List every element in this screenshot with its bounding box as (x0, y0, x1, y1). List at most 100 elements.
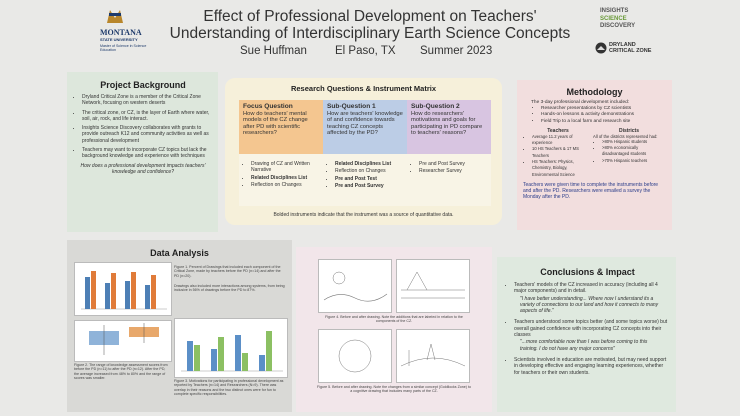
bullet: HS Teachers: Physics, Chemistry, Biology… (532, 159, 593, 178)
drawing (396, 259, 470, 313)
logo-program: Master of Science in Science Education (100, 44, 147, 52)
text: All of the districts represented had: (593, 133, 658, 139)
bullet: Teachers may want to incorporate CZ topi… (82, 147, 213, 160)
bullet: >80% Hispanic students (602, 139, 665, 145)
subheading: Districts (618, 127, 639, 134)
sketch (323, 271, 388, 302)
logo: MONTANA STATE UNIVERSITY Master of Scien… (100, 8, 162, 52)
date: Summer 2023 (420, 45, 493, 57)
chart-image (81, 271, 167, 310)
bullet: Average 11.2 years of experience (532, 134, 593, 147)
logo-name: MONTANA (100, 28, 142, 37)
panel-title: Methodology (566, 87, 623, 97)
background-panel: Project Background Dryland Critical Zone… (67, 72, 218, 232)
title: Effect of Professional Development on Te… (160, 8, 580, 42)
research-panel: Research Questions & Instrument Matrix F… (225, 78, 502, 225)
question-cell: Sub-Question 2 How do researchers' motiva… (407, 100, 491, 154)
figure (74, 262, 172, 316)
sketch (401, 271, 465, 299)
bullet: >70% Hispanic teachers (602, 158, 665, 164)
subheading: Teachers (547, 127, 569, 134)
conclusion-text: Teachers' models of the CZ increased in … (514, 282, 658, 295)
bullet: Hands-on lessons & activity demonstratio… (541, 112, 666, 118)
panel-title: Conclusions & Impact (540, 267, 635, 277)
quote: "I have better understanding... Where no… (520, 295, 659, 315)
guiding-question: How does a professional development impa… (80, 162, 206, 175)
partner-text: DRYLAND CRITICAL ZONE (609, 42, 652, 54)
methodology-panel: Methodology The 3-day professional devel… (517, 80, 672, 230)
districts: Districts All of the districts represent… (593, 128, 665, 178)
quote: "...more comfortable now than I was befo… (520, 339, 648, 352)
column-heading: Sub-Question 1 (327, 103, 376, 110)
instrument: Pre and Post Survey (335, 183, 403, 189)
instrument: Pre and Post Survey (419, 161, 487, 167)
instrument-cell: Related Disciplines ListReflection on Ch… (323, 154, 407, 206)
panel-title: Project Background (100, 80, 186, 90)
chart-image (89, 323, 159, 355)
conclusion-text: Teachers understood some topics better (… (514, 319, 668, 339)
sketch (400, 343, 466, 367)
column-heading: Focus Question (243, 103, 293, 110)
conclusion-list: Teachers' models of the CZ increased in … (505, 282, 670, 376)
author: Sue Huffman (240, 45, 307, 57)
partner-text: DISCOVERY (600, 23, 636, 29)
chart-image (181, 331, 283, 372)
conclusion: Scientists involved in education are mot… (514, 357, 670, 376)
research-question: How are teachers' knowledge of and confi… (327, 111, 403, 137)
bullet: Field Trip to a local farm and research … (541, 119, 666, 125)
instrument: Researcher Survey (419, 168, 487, 174)
partner-text: SCIENCE (600, 15, 627, 22)
caption: Figure 5. Before and after drawing. Note… (316, 385, 471, 394)
conclusion: Teachers understood some topics better (… (514, 319, 670, 352)
bullet: Insights Science Discovery collaborates … (82, 125, 213, 144)
figure (74, 320, 172, 362)
instrument: Related Disciplines List (335, 161, 403, 167)
bullet: 10 HS Teachers & 17 MS Teachers (532, 146, 593, 159)
location: El Paso, TX (335, 45, 396, 57)
bullet: Researcher presentations by CZ scientist… (541, 106, 666, 112)
instrument-list: Related Disciplines ListReflection on Ch… (327, 161, 403, 189)
instrument: Reflection on Changes (251, 182, 319, 188)
intro: The 3-day professional development inclu… (531, 100, 630, 105)
methodology-footer: Teachers were given time to complete the… (523, 181, 659, 200)
drawing (318, 259, 392, 313)
instrument-cell: Drawing of CZ and Written NarrativeRelat… (239, 154, 323, 206)
research-question: How do teachers' mental models of the CZ… (243, 111, 308, 137)
instrument: Pre and Post Test (335, 176, 403, 182)
bullet: The critical zone, or CZ, is the layer o… (82, 110, 213, 123)
data-panel: Data Analysis Figure 1. Percent of Drawi… (67, 240, 292, 412)
partner-logo: DRYLAND CRITICAL ZONE (595, 42, 657, 54)
title-line: Understanding of Interdisciplinary Earth… (169, 25, 571, 42)
instrument: Reflection on Changes (335, 168, 403, 174)
caption: Drawings also included more interactions… (174, 284, 285, 293)
instrument: Drawing of CZ and Written Narrative (251, 161, 319, 174)
column-heading: Sub-Question 2 (411, 103, 460, 110)
instrument-list: Pre and Post SurveyResearcher Survey (411, 161, 487, 175)
title-line: Effect of Professional Development on Te… (203, 8, 537, 25)
logo-mark (107, 10, 123, 23)
research-question: How do researchers' motivations and goal… (411, 111, 483, 137)
drawing (318, 329, 392, 383)
panel-title: Research Questions & Instrument Matrix (290, 84, 437, 93)
conclusions-panel: Conclusions & Impact Teachers' models of… (497, 257, 676, 412)
figure (174, 318, 288, 378)
instrument-cell: Pre and Post SurveyResearcher Survey (407, 154, 491, 206)
sketch (338, 339, 372, 373)
conclusion-text: Scientists involved in education are mot… (514, 356, 667, 376)
partner-icon (595, 42, 607, 54)
question-cell: Focus Question How do teachers' mental mo… (239, 100, 323, 154)
caption: Figure 4. Before and after drawing. Note… (325, 315, 463, 324)
caption: Figure 1. Percent of Drawings that inclu… (174, 265, 281, 278)
caption: Figure 3. Motivations for participating … (174, 379, 284, 397)
conclusion: Teachers' models of the CZ increased in … (514, 282, 670, 315)
logo-sub: STATE UNIVERSITY (100, 37, 138, 42)
caption: Figure 2. The range of knowledge assessm… (74, 363, 168, 381)
question-cell: Sub-Question 1 How are teachers' knowledg… (323, 100, 407, 154)
matrix-note: Bolded instruments indicate that the ins… (273, 212, 454, 218)
partner-text: INSIGHTS (600, 8, 629, 14)
bullet: >80% economically disadvantaged students (602, 145, 665, 158)
figures-panel: Figure 4. Before and after drawing. Note… (296, 247, 492, 412)
panel-title: Data Analysis (150, 248, 209, 258)
bullet: Dryland Critical Zone is a member of the… (82, 94, 213, 107)
